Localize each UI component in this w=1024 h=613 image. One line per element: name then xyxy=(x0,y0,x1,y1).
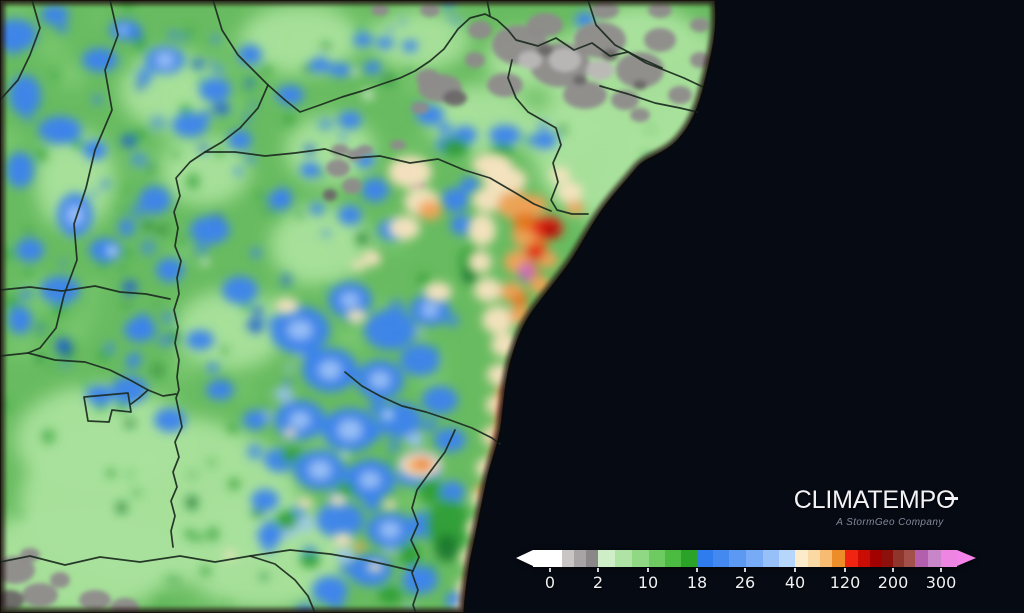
colorbar-tick xyxy=(647,568,649,572)
colorbar-tick xyxy=(549,568,551,572)
colorbar-segment xyxy=(681,550,697,567)
colorbar-segment xyxy=(808,550,820,567)
colorbar-tick xyxy=(744,568,746,572)
colorbar-tick-label: 26 xyxy=(734,573,756,592)
colorbar-segment xyxy=(820,550,832,567)
state-border-line xyxy=(507,59,589,215)
state-border-line xyxy=(0,352,177,397)
logo-wordmark-row: CLIMATEMPO xyxy=(791,486,961,515)
state-border-line xyxy=(486,0,491,17)
colorbar-tick-label: 18 xyxy=(686,573,708,592)
state-border-line xyxy=(212,0,269,86)
colorbar-tick-label: 300 xyxy=(925,573,957,592)
colorbar-tick xyxy=(940,568,942,572)
logo-wordmark: CLIMATEMPO xyxy=(793,486,956,514)
colorbar-segment xyxy=(746,550,763,567)
colorbar-segment xyxy=(632,550,649,567)
colorbar-segment xyxy=(562,550,574,567)
colorbar-segment xyxy=(586,550,598,567)
colorbar-segment xyxy=(713,550,729,567)
colorbar-segment xyxy=(665,550,681,567)
colorbar-tick-label: 0 xyxy=(544,573,556,592)
colorbar-segment xyxy=(941,550,957,567)
colorbar-segment xyxy=(697,550,713,567)
climatempo-logo: CLIMATEMPO A StormGeo Company xyxy=(791,486,961,528)
colorbar-tick-label: 40 xyxy=(784,573,806,592)
colorbar-segment xyxy=(904,550,915,567)
landmass xyxy=(0,0,717,613)
colorbar-tick xyxy=(844,568,846,572)
state-border-line xyxy=(27,0,119,354)
colorbar-tick xyxy=(597,568,599,572)
colorbar-right-arrow-icon xyxy=(957,550,976,566)
state-borders xyxy=(0,0,704,613)
state-border-line xyxy=(83,392,132,423)
state-border-line xyxy=(170,151,206,548)
colorbar-segment xyxy=(729,550,746,567)
colorbar-segments xyxy=(533,550,957,567)
colorbar-tick xyxy=(696,568,698,572)
colorbar-tick-label: 200 xyxy=(877,573,909,592)
colorbar-segment xyxy=(832,550,845,567)
state-border-line xyxy=(0,555,316,613)
precip-scale-legend: 0 2 10 18 26 40 120 200 300 xyxy=(516,550,976,596)
colorbar-tick-label: 2 xyxy=(592,573,604,592)
colorbar-segment xyxy=(845,550,858,567)
coastline xyxy=(0,0,717,613)
state-border-line xyxy=(0,285,171,300)
colorbar-tick-label: 10 xyxy=(637,573,659,592)
colorbar-segment xyxy=(598,550,615,567)
state-border-line xyxy=(344,371,501,445)
state-border-line xyxy=(130,389,149,405)
colorbar-segment xyxy=(615,550,632,567)
colorbar-segment xyxy=(858,550,870,567)
state-border-line xyxy=(204,84,269,153)
state-border-line xyxy=(249,549,414,572)
colorbar-segment xyxy=(649,550,665,567)
colorbar-tick-label: 120 xyxy=(829,573,861,592)
state-border-line xyxy=(410,429,456,613)
colorbar-segment xyxy=(882,550,893,567)
state-border-line xyxy=(267,13,704,113)
state-border-line xyxy=(0,0,41,101)
colorbar-segment xyxy=(870,550,882,567)
colorbar-segment xyxy=(763,550,779,567)
colorbar-segment xyxy=(915,550,928,567)
state-border-line xyxy=(587,0,663,69)
colorbar xyxy=(516,550,976,567)
colorbar-tick xyxy=(892,568,894,572)
colorbar-tick xyxy=(794,568,796,572)
state-border-line xyxy=(599,85,698,113)
colorbar-segment xyxy=(779,550,795,567)
colorbar-segment xyxy=(533,550,562,567)
state-border-line xyxy=(204,148,552,212)
colorbar-left-arrow-icon xyxy=(516,550,533,566)
logo-dash-icon xyxy=(945,497,959,500)
colorbar-segment xyxy=(893,550,904,567)
colorbar-segment xyxy=(574,550,586,567)
logo-tagline: A StormGeo Company xyxy=(836,517,944,528)
colorbar-segment xyxy=(795,550,808,567)
colorbar-segment xyxy=(928,550,941,567)
